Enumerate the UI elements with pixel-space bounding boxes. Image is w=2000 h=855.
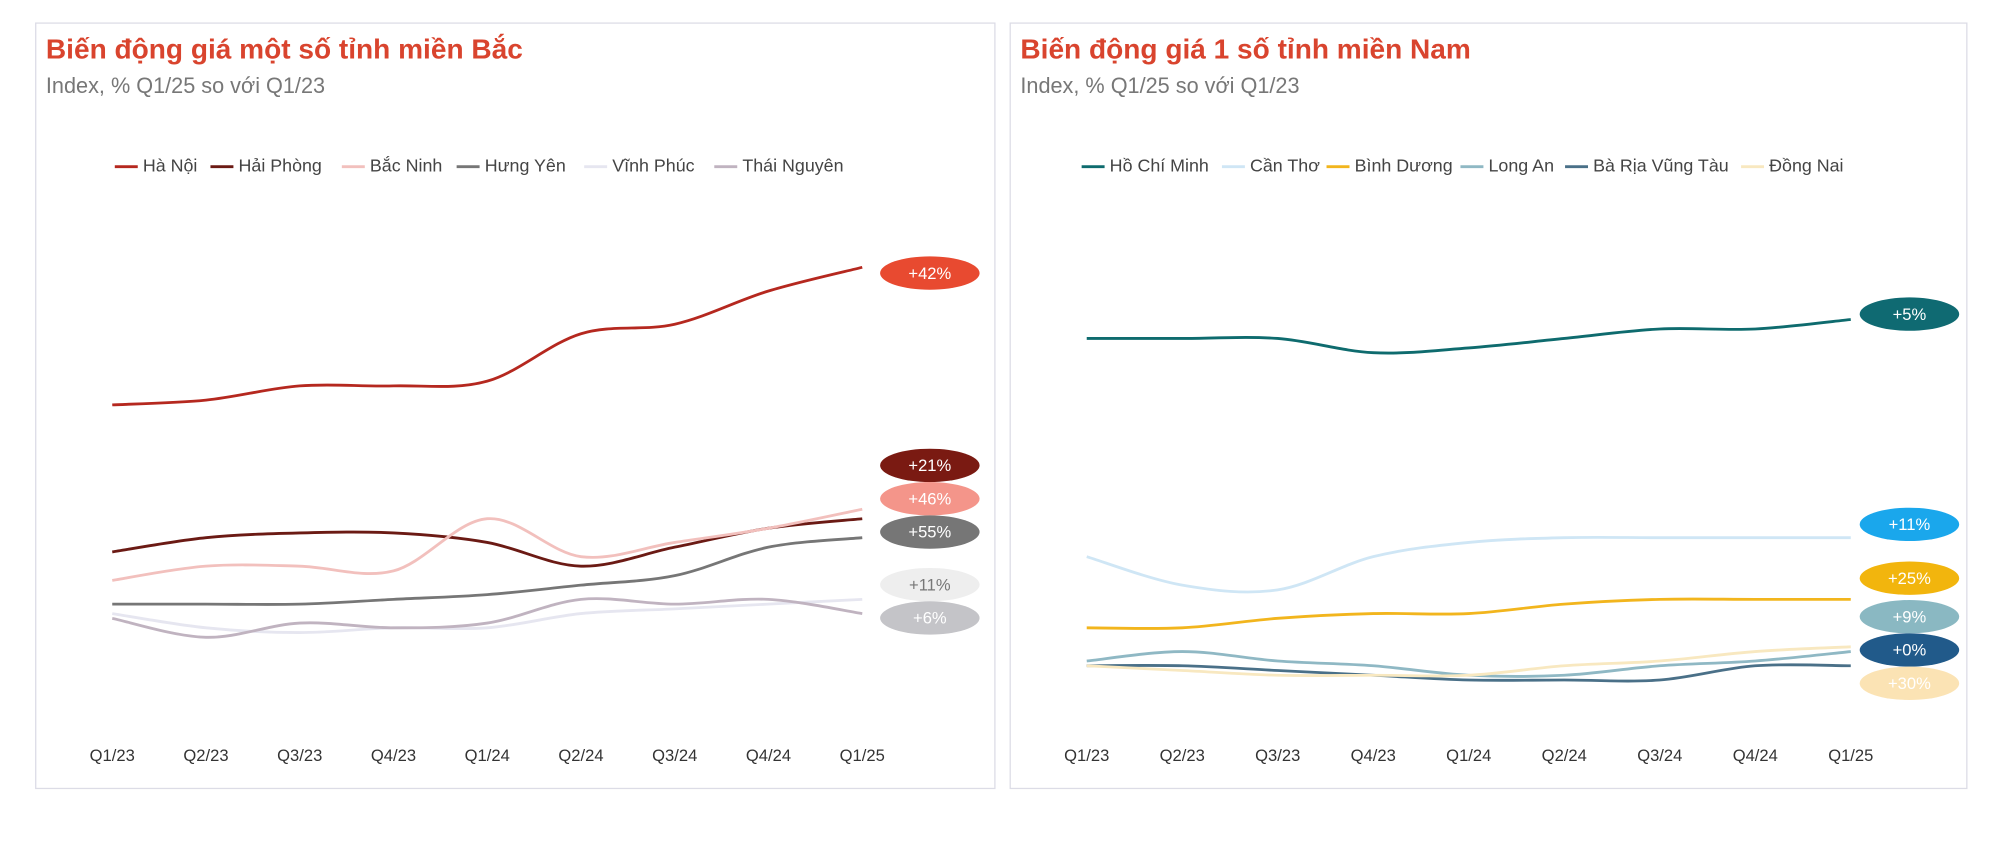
- chart-title: Biến động giá 1 số tỉnh miền Nam: [1020, 34, 1470, 65]
- change-label: +42%: [908, 264, 951, 283]
- x-tick-label: Q1/25: [1828, 746, 1873, 765]
- legend-label: Long An: [1489, 155, 1555, 175]
- legend-label: Bình Dương: [1355, 155, 1453, 175]
- x-tick-label: Q2/24: [1542, 746, 1587, 765]
- panel: [35, 22, 996, 790]
- x-tick-label: Q3/24: [1637, 746, 1682, 765]
- change-pill: [1859, 666, 1960, 700]
- series-line: [1086, 597, 1851, 630]
- chart-subtitle: Index, % Q1/25 so với Q1/23: [46, 73, 325, 98]
- x-tick-label: Q3/24: [652, 746, 697, 765]
- change-label: +21%: [908, 456, 951, 475]
- legend-label: Hải Phòng: [239, 155, 322, 175]
- series-line: [112, 597, 863, 634]
- change-pill: [880, 567, 980, 602]
- legend-label: Đồng Nai: [1769, 155, 1843, 175]
- series-line: [1086, 645, 1851, 678]
- series-line: [1086, 318, 1851, 355]
- x-tick-label: Q4/24: [746, 746, 791, 765]
- series-line: [1086, 663, 1851, 683]
- series-line: [1086, 535, 1851, 594]
- x-tick-label: Q1/23: [90, 746, 135, 765]
- change-label: +25%: [1888, 569, 1931, 588]
- legend-label: Bà Rịa Vũng Tàu: [1593, 155, 1729, 175]
- change-label: +11%: [909, 575, 951, 594]
- change-label: +30%: [1888, 674, 1931, 693]
- x-tick-label: Q1/23: [1064, 746, 1109, 765]
- x-tick-label: Q3/23: [277, 746, 322, 765]
- chart-title: Biến động giá một số tỉnh miền Bắc: [46, 34, 523, 65]
- legend-label: Vĩnh Phúc: [612, 155, 694, 175]
- legend-label: Hà Nội: [143, 155, 198, 175]
- x-tick-label: Q3/23: [1255, 746, 1300, 765]
- x-tick-label: Q1/24: [465, 746, 510, 765]
- change-pill: [1859, 633, 1960, 667]
- change-label: +11%: [1889, 515, 1931, 534]
- x-tick-label: Q4/23: [371, 746, 416, 765]
- change-pill: [1859, 297, 1960, 331]
- change-pill: [1859, 600, 1960, 634]
- chart-subtitle: Index, % Q1/25 so với Q1/23: [1020, 73, 1299, 98]
- change-label: +5%: [1893, 305, 1927, 324]
- x-tick-label: Q2/24: [558, 746, 603, 765]
- change-pill: [880, 448, 980, 483]
- x-tick-label: Q2/23: [183, 746, 228, 765]
- change-label: +9%: [1893, 607, 1927, 626]
- change-label: +6%: [913, 609, 947, 628]
- x-tick-label: Q1/25: [840, 746, 885, 765]
- change-label: +46%: [908, 489, 951, 508]
- change-label: +0%: [1893, 641, 1927, 660]
- legend-label: Cần Thơ: [1250, 155, 1320, 175]
- panel: [1009, 22, 1968, 790]
- legend-label: Bắc Ninh: [370, 154, 442, 175]
- series-line: [112, 536, 863, 606]
- change-pill: [880, 515, 980, 549]
- change-pill: [1859, 561, 1960, 595]
- x-tick-label: Q4/24: [1733, 746, 1778, 765]
- series-line: [112, 265, 863, 407]
- series-line: [112, 507, 863, 582]
- x-tick-label: Q1/24: [1446, 746, 1491, 765]
- x-tick-label: Q2/23: [1160, 746, 1205, 765]
- legend-label: Hồ Chí Minh: [1110, 155, 1209, 175]
- legend-label: Hưng Yên: [485, 155, 566, 175]
- change-pill: [1859, 507, 1960, 542]
- x-tick-label: Q4/23: [1351, 746, 1396, 765]
- change-pill: [880, 482, 980, 516]
- series-line: [111, 597, 863, 639]
- change-pill: [880, 601, 980, 635]
- legend-label: Thái Nguyên: [742, 155, 843, 175]
- change-label: +55%: [908, 523, 951, 542]
- change-pill: [880, 256, 980, 290]
